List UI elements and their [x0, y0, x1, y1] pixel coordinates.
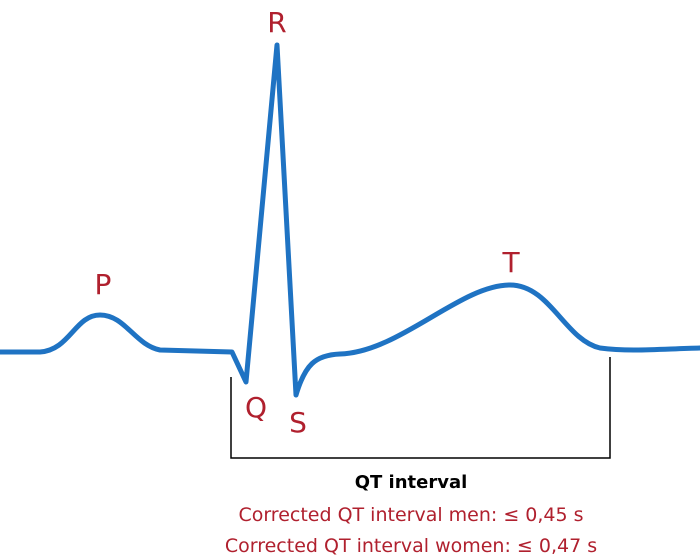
ecg-trace	[0, 42, 700, 398]
r-label: R	[267, 6, 286, 39]
interval-women: Corrected QT interval women: ≤ 0,47 s	[225, 535, 597, 557]
q-label: Q	[245, 391, 267, 424]
p-label: P	[95, 268, 112, 301]
t-label: T	[501, 246, 520, 279]
qt-bracket	[230, 357, 611, 459]
s-label: S	[289, 406, 307, 439]
interval-men: Corrected QT interval men: ≤ 0,45 s	[238, 504, 583, 526]
interval-title: QT interval	[355, 472, 468, 493]
